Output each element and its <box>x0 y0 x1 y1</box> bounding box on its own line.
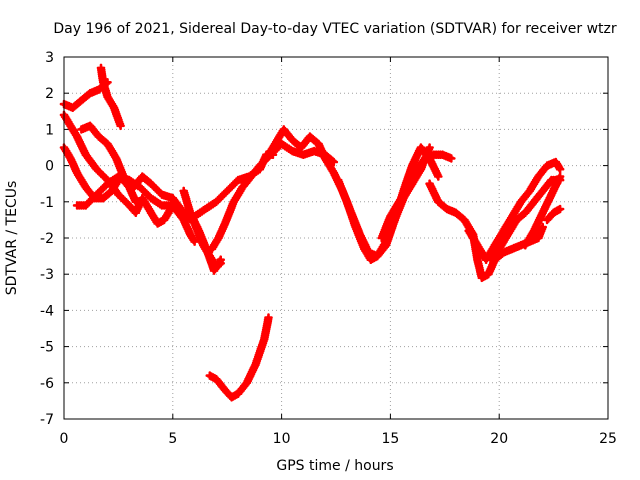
series-track-14 <box>464 157 565 264</box>
y-tick-label: -2 <box>40 231 54 247</box>
y-tick-label: -6 <box>40 376 54 392</box>
x-tick-label: 0 <box>60 431 69 447</box>
y-tick-label: -3 <box>40 267 54 283</box>
x-tick-label: 15 <box>381 431 399 447</box>
series-track-2 <box>96 63 125 131</box>
x-axis-label: GPS time / hours <box>276 458 393 474</box>
y-tick-label: 1 <box>45 122 54 138</box>
axis-ticks: 0 5 10 15 20 25 -7 -6 -5 -4 -3 -2 -1 0 1 2 3 <box>40 50 617 447</box>
series-track-7 <box>179 186 225 275</box>
y-tick-label: -4 <box>40 303 54 319</box>
plot-frame <box>63 56 609 420</box>
grid-lines <box>64 57 608 419</box>
x-tick-label: 10 <box>273 431 291 447</box>
chart-title: Day 196 of 2021, Sidereal Day-to-day VTE… <box>53 21 617 37</box>
series-track-16 <box>521 172 565 250</box>
x-tick-label: 25 <box>599 431 617 447</box>
data-series <box>59 63 565 402</box>
y-tick-label: 0 <box>45 159 54 175</box>
y-tick-label: -7 <box>40 412 54 428</box>
series-track-17 <box>542 204 565 225</box>
y-tick-label: -1 <box>40 195 54 211</box>
series-track-15 <box>486 175 565 264</box>
y-tick-label: 2 <box>45 86 54 102</box>
series-track-9 <box>205 313 273 402</box>
x-tick-label: 20 <box>490 431 508 447</box>
y-axis-label: SDTVAR / TECUs <box>4 181 20 296</box>
x-tick-label: 5 <box>168 431 177 447</box>
series-track-12 <box>377 150 456 243</box>
y-tick-label: -5 <box>40 340 54 356</box>
y-tick-label: 3 <box>45 50 54 66</box>
